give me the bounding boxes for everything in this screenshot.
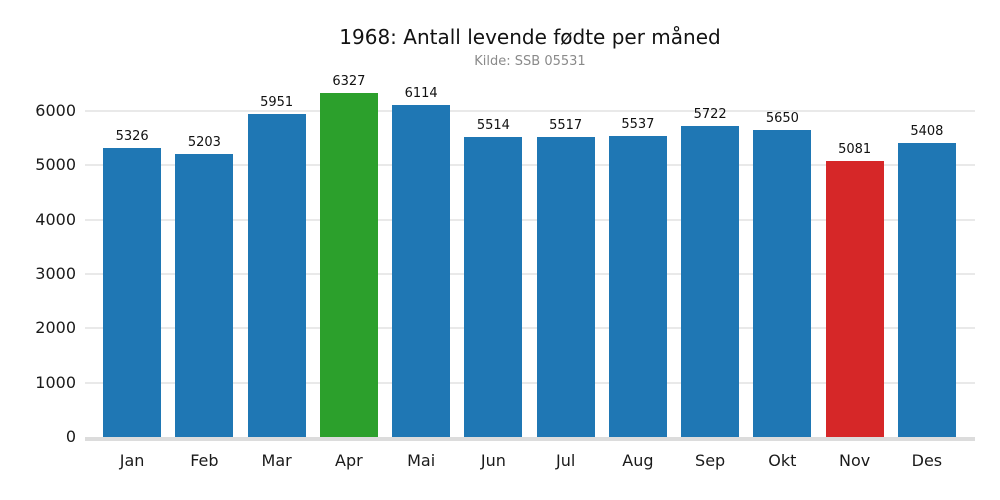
x-tick-label-apr: Apr bbox=[335, 451, 363, 470]
bar-value-label-apr: 6327 bbox=[332, 74, 366, 90]
bar-value-label-jan: 5326 bbox=[115, 128, 149, 144]
bar-value-label-okt: 5650 bbox=[765, 111, 799, 127]
bar-feb bbox=[175, 154, 234, 437]
y-tick-label-3000: 3000 bbox=[35, 264, 76, 283]
bar-group-sep: 5722 bbox=[674, 107, 746, 437]
bar-okt bbox=[753, 130, 812, 437]
x-axis-baseline bbox=[85, 437, 975, 441]
bar-value-label-feb: 5203 bbox=[187, 135, 221, 151]
x-tick-label-mar: Mar bbox=[261, 451, 292, 470]
bar-nov bbox=[825, 160, 884, 437]
x-tick-label-jul: Jul bbox=[555, 451, 576, 470]
x-tick-label-jan: Jan bbox=[119, 451, 145, 470]
bar-aug bbox=[608, 136, 667, 437]
x-tick-label-sep: Sep bbox=[695, 451, 726, 470]
gridline-1000 bbox=[85, 381, 975, 384]
bar-group-jan: 5326 bbox=[96, 129, 168, 437]
x-tick-label-jun: Jun bbox=[480, 451, 506, 470]
bar-value-label-aug: 5537 bbox=[621, 117, 655, 133]
bar-apr bbox=[319, 93, 378, 437]
bar-value-label-mar: 5951 bbox=[260, 94, 294, 110]
bar-group-mai: 6114 bbox=[385, 86, 457, 437]
y-tick-label-6000: 6000 bbox=[35, 101, 76, 120]
x-tick-label-feb: Feb bbox=[190, 451, 219, 470]
chart-subtitle: Kilde: SSB 05531 bbox=[474, 54, 586, 69]
gridline-4000 bbox=[85, 218, 975, 221]
bar-value-label-sep: 5722 bbox=[693, 107, 727, 123]
bar-mai bbox=[392, 104, 451, 437]
bar-mar bbox=[247, 113, 306, 437]
bar-value-label-mai: 6114 bbox=[404, 85, 438, 101]
gridline-5000 bbox=[85, 164, 975, 167]
bar-group-okt: 5650 bbox=[746, 111, 818, 437]
bar-group-jul: 5517 bbox=[530, 118, 602, 437]
bar-group-apr: 6327 bbox=[313, 74, 385, 437]
bar-value-label-jul: 5517 bbox=[549, 118, 583, 134]
bar-jan bbox=[103, 147, 162, 437]
x-tick-label-mai: Mai bbox=[407, 451, 436, 470]
bar-group-aug: 5537 bbox=[602, 117, 674, 437]
bar-value-label-nov: 5081 bbox=[838, 141, 872, 157]
y-tick-label-4000: 4000 bbox=[35, 209, 76, 229]
y-tick-label-1000: 1000 bbox=[35, 372, 76, 392]
bar-group-mar: 5951 bbox=[241, 95, 313, 437]
chart-title: 1968: Antall levende fødte per måned bbox=[339, 25, 721, 49]
y-tick-label-2000: 2000 bbox=[35, 318, 76, 338]
bar-value-label-jun: 5514 bbox=[476, 118, 510, 134]
bar-group-des: 5408 bbox=[891, 124, 963, 437]
gridline-6000 bbox=[85, 110, 975, 112]
gridline-3000 bbox=[85, 273, 975, 275]
gridline-2000 bbox=[85, 327, 975, 330]
y-tick-label-0: 0 bbox=[65, 427, 76, 446]
x-tick-label-okt: Okt bbox=[768, 451, 797, 470]
bar-des bbox=[897, 143, 956, 437]
y-tick-label-5000: 5000 bbox=[35, 155, 76, 175]
bar-value-label-des: 5408 bbox=[910, 124, 944, 140]
bar-group-jun: 5514 bbox=[457, 118, 529, 437]
x-tick-label-des: Des bbox=[911, 451, 943, 470]
bar-group-nov: 5081 bbox=[819, 142, 891, 437]
bar-sep bbox=[681, 126, 740, 437]
bar-jun bbox=[464, 137, 523, 437]
x-tick-label-nov: Nov bbox=[839, 451, 871, 470]
bar-jul bbox=[536, 137, 595, 437]
x-axis-tick-labels: Jan Feb Mar Apr Mai Jun Jul Aug Sep Okt Nov Des bbox=[96, 451, 963, 470]
x-tick-label-aug: Aug bbox=[622, 451, 654, 470]
bars-row: 5326 5203 5951 6327 6114 5514 5517 5537 5722 5650… bbox=[96, 0, 963, 437]
bar-group-feb: 5203 bbox=[168, 135, 240, 437]
